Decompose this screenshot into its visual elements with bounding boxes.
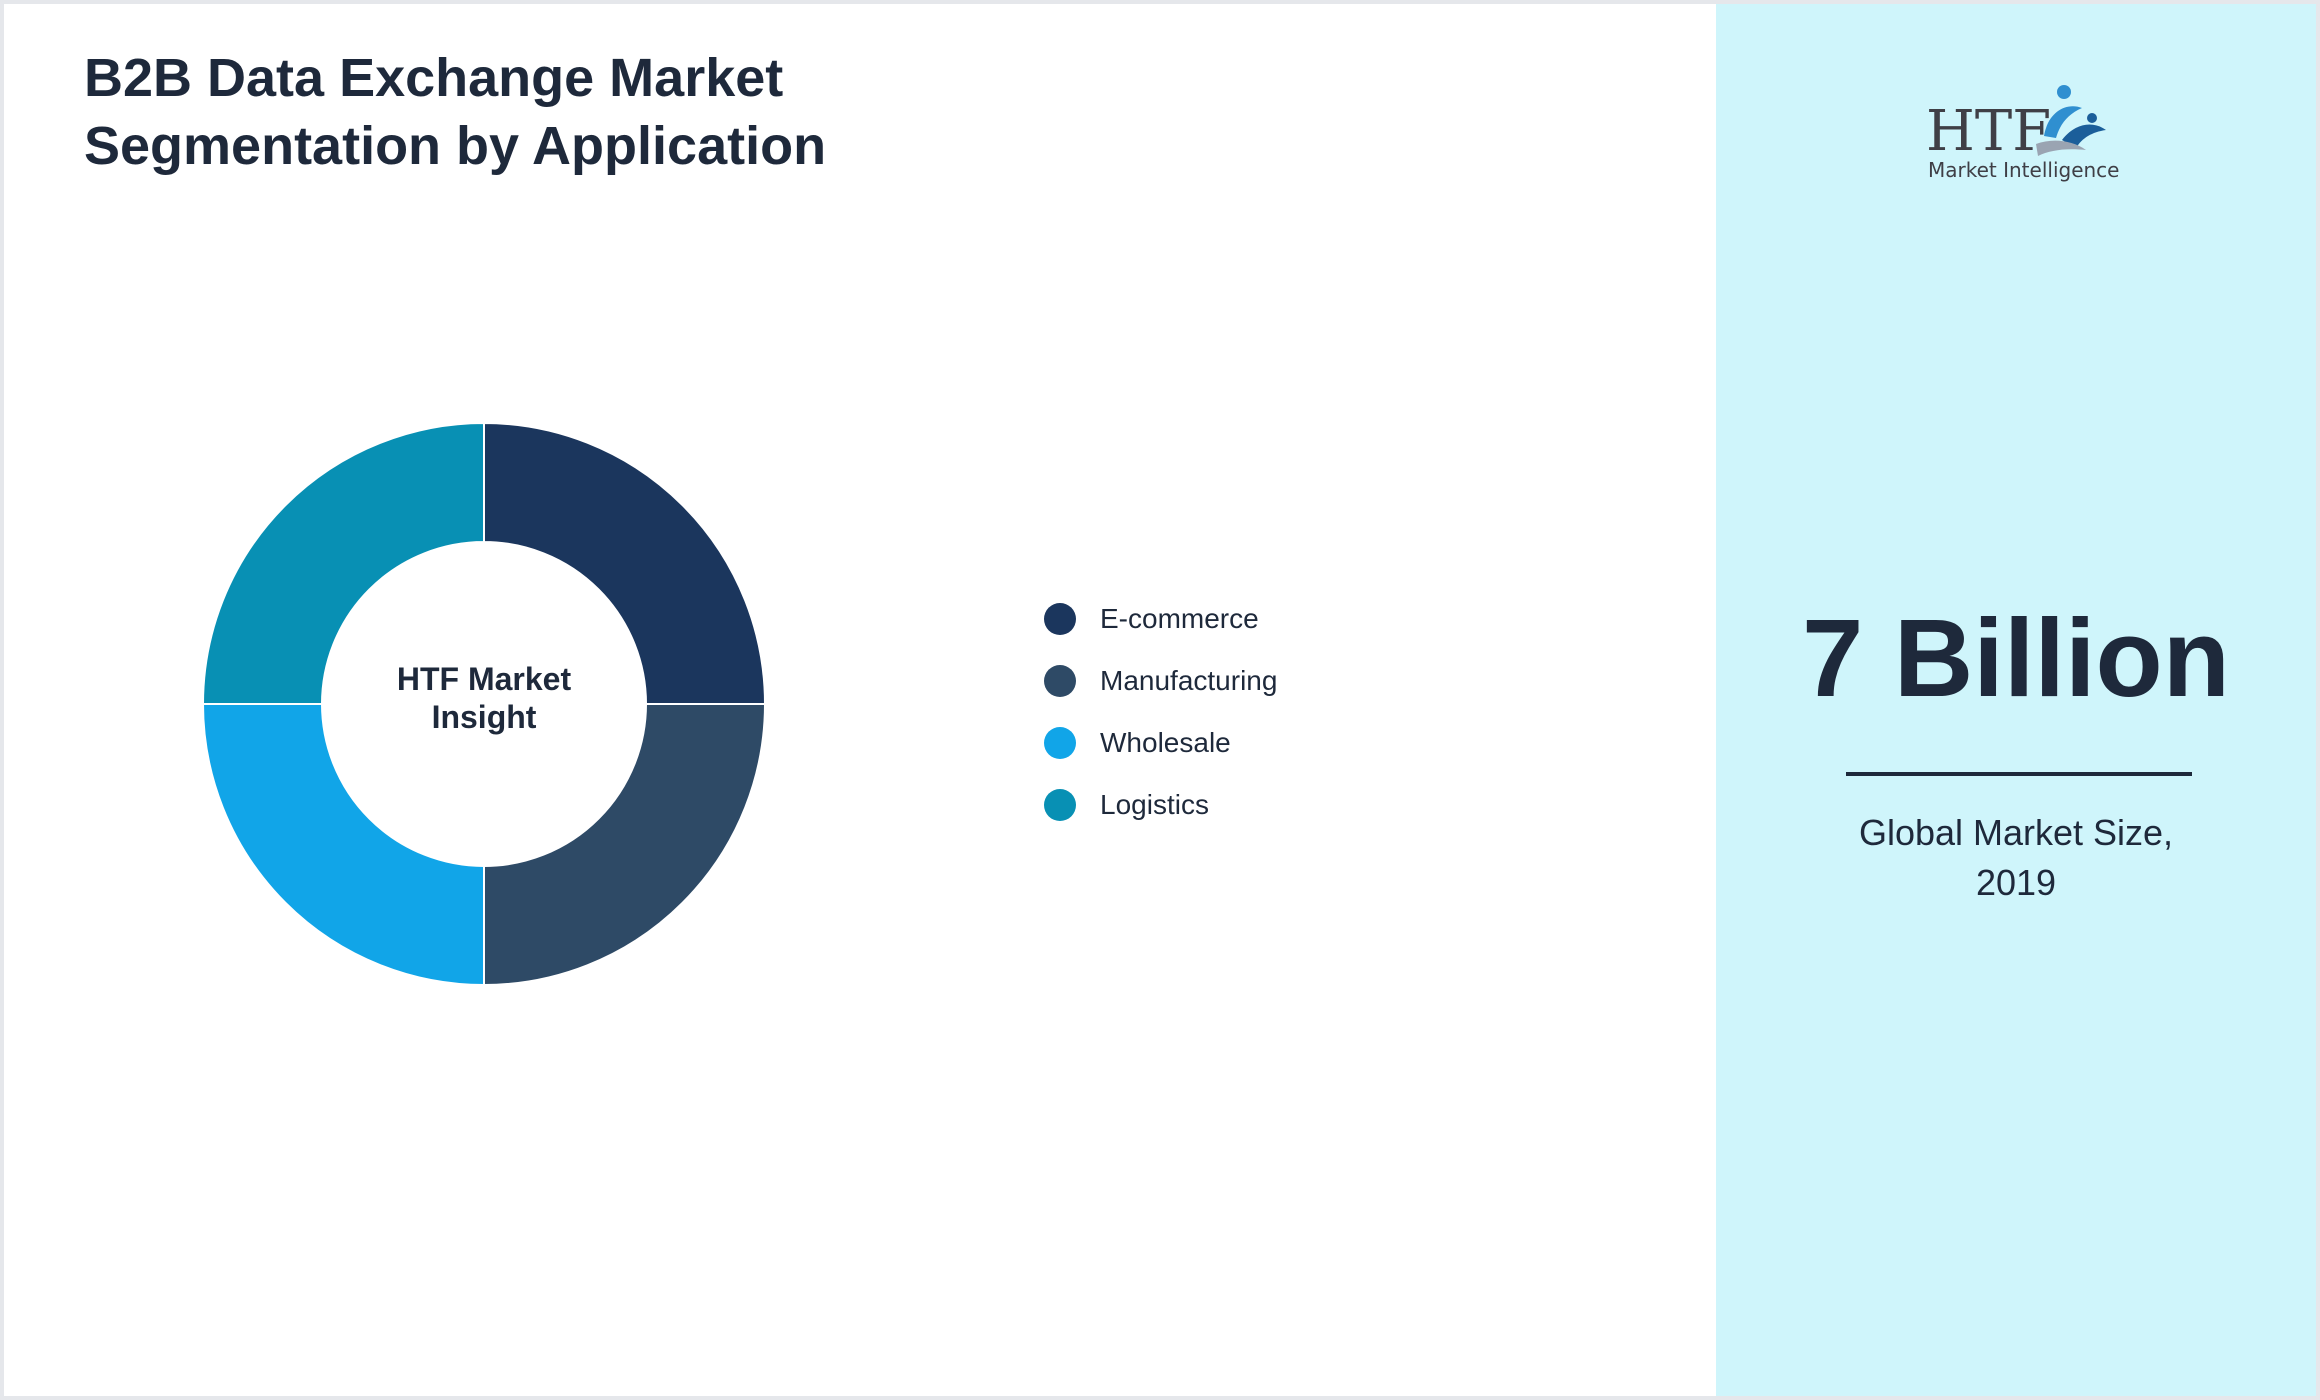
legend-swatch-e-commerce — [1044, 603, 1076, 635]
legend-swatch-logistics — [1044, 789, 1076, 821]
legend-label-logistics: Logistics — [1100, 789, 1209, 820]
legend-item-wholesale: Wholesale — [1044, 712, 1277, 774]
legend-item-manufacturing: Manufacturing — [1044, 650, 1277, 712]
chart-panel: B2B Data Exchange Market Segmentation by… — [4, 4, 1716, 1396]
donut-slice-logistics — [201, 421, 485, 705]
legend-label-manufacturing: Manufacturing — [1100, 665, 1278, 696]
market-size-caption-line-2: 2019 — [1975, 862, 2057, 903]
htf-logo-subtitle: Market Intelligence — [1928, 158, 2120, 182]
legend-item-e-commerce: E-commerce — [1044, 588, 1277, 650]
htf-logo: HTF Market Intelligence — [1916, 78, 2120, 198]
legend-label-wholesale: Wholesale — [1100, 727, 1231, 758]
donut-center-label: HTF Market Insight — [334, 660, 634, 736]
donut-slice-e-commerce — [483, 421, 767, 705]
donut-center-label-line-1: HTF Market — [396, 661, 572, 697]
htf-logo-icon: HTF — [1926, 85, 2106, 158]
stat-divider — [1846, 772, 2192, 776]
chart-title-line-1: B2B Data Exchange Market — [84, 48, 784, 108]
stat-panel: HTF Market Intelligence 7 Billion Global… — [1716, 4, 2316, 1396]
donut-center-label-line-2: Insight — [431, 699, 537, 735]
htf-logo-mark: HTF — [1926, 99, 2051, 158]
legend-swatch-wholesale — [1044, 727, 1076, 759]
market-size-value: 7 Billion — [1802, 597, 2230, 720]
donut-slice-wholesale — [201, 703, 485, 987]
donut-slice-manufacturing — [483, 703, 767, 987]
chart-legend: E-commerce Manufacturing Wholesale Logistic… — [1044, 588, 1277, 836]
market-size-caption: Global Market Size, 2019 — [1716, 808, 2316, 908]
donut-chart — [201, 421, 767, 987]
market-size-caption-line-1: Global Market Size, — [1858, 812, 2174, 853]
chart-title-line-2: Segmentation by Application — [84, 116, 827, 176]
chart-title: B2B Data Exchange Market Segmentation by… — [84, 44, 1084, 180]
legend-swatch-manufacturing — [1044, 665, 1076, 697]
legend-label-e-commerce: E-commerce — [1100, 603, 1259, 634]
legend-item-logistics: Logistics — [1044, 774, 1277, 836]
